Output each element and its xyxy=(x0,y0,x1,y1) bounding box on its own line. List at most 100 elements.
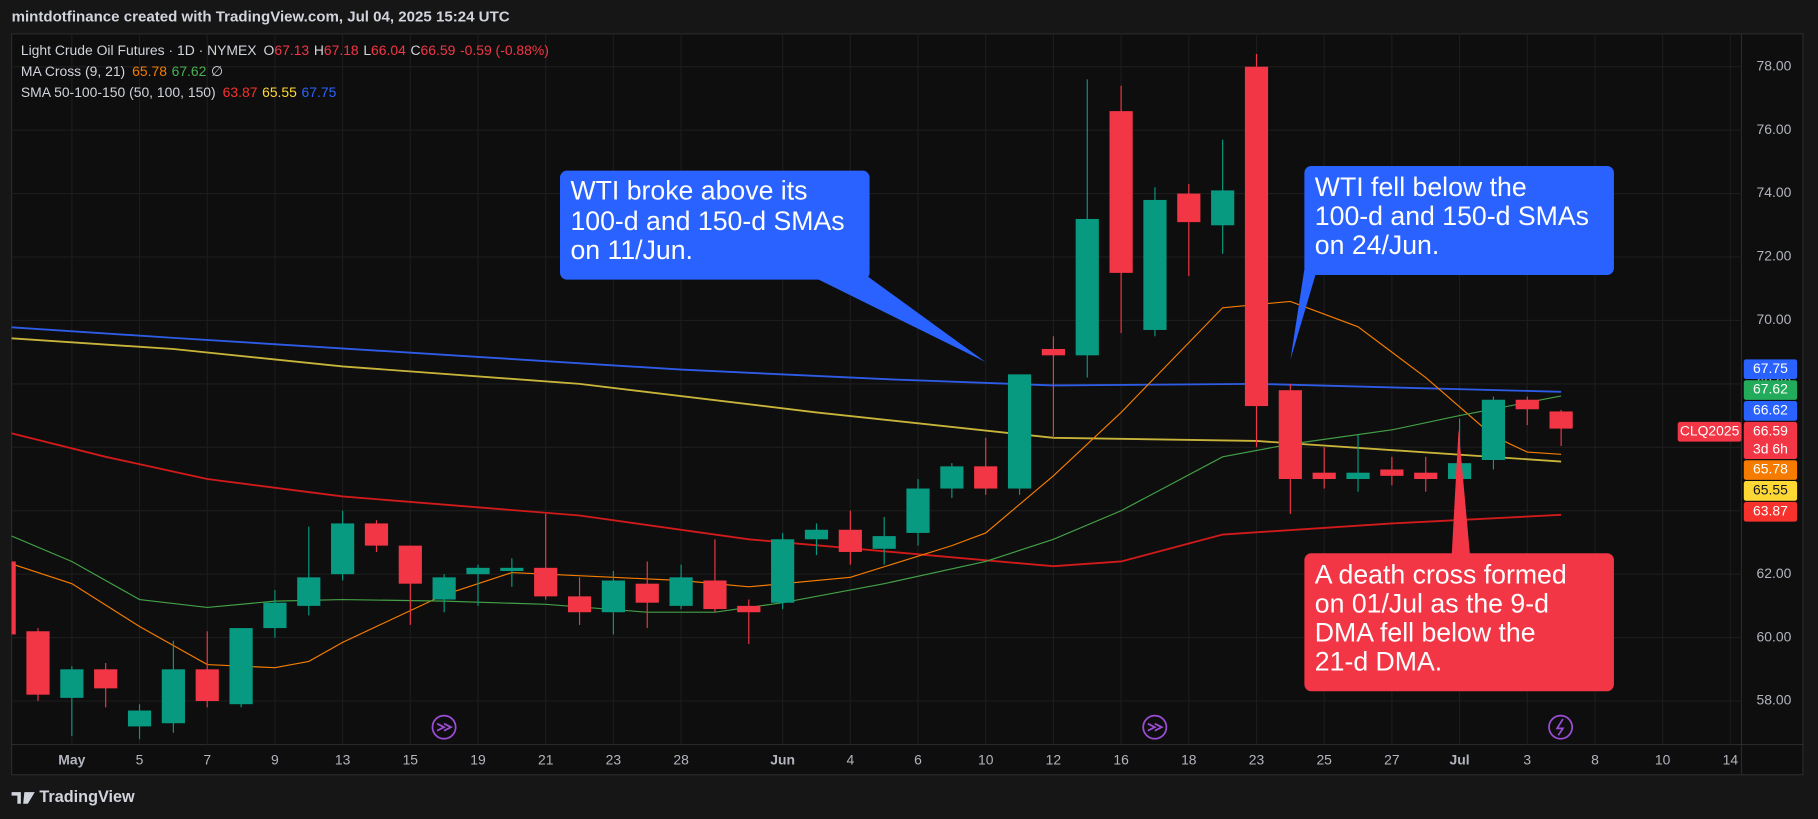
y-tick-label: 74.00 xyxy=(1757,184,1792,200)
candle-body xyxy=(398,545,422,584)
candle-body xyxy=(364,523,389,546)
legend-row: Light Crude Oil Futures · 1D · NYMEX O67.… xyxy=(21,42,549,58)
event-icon[interactable] xyxy=(431,714,457,740)
price-label xyxy=(1743,460,1798,480)
candle-body xyxy=(771,539,795,603)
candle-body xyxy=(263,602,287,629)
candle-body xyxy=(331,523,355,575)
footer-text: TradingView xyxy=(39,788,135,806)
price-label-text: 65.55 xyxy=(1753,482,1788,498)
callout-box xyxy=(1304,166,1614,276)
x-tick-label: Jun xyxy=(770,751,795,767)
legend-item: 67.13 xyxy=(274,42,309,58)
candle-body xyxy=(94,669,118,689)
legend-item: 65.78 xyxy=(132,63,167,79)
candle-body xyxy=(127,710,152,727)
x-tick-label: 6 xyxy=(914,751,922,767)
callout: WTI broke above its 100-d and 150-d SMAs… xyxy=(560,170,986,362)
price-label xyxy=(1743,401,1798,421)
price-label-text: 65.78 xyxy=(1753,461,1788,477)
header: mintdotfinance created with TradingView.… xyxy=(12,9,510,26)
x-tick-label: 15 xyxy=(403,751,419,767)
price-label-text: 66.62 xyxy=(1753,402,1788,418)
candle-body xyxy=(872,536,896,549)
callout-text: on 01/Jul as the 9-d xyxy=(1315,588,1549,618)
x-tick-label: 12 xyxy=(1046,751,1062,767)
plot xyxy=(11,54,1573,740)
candle-body xyxy=(1143,199,1167,330)
legend-item: MA Cross (9, 21) xyxy=(21,63,125,79)
price-label xyxy=(1743,481,1798,501)
candle-body xyxy=(1312,472,1336,480)
candle-body xyxy=(1549,411,1573,429)
candle-body xyxy=(60,669,84,698)
x-tick-label: 7 xyxy=(203,751,211,767)
legend-item: C xyxy=(411,42,421,58)
symbol-tag xyxy=(1677,421,1742,442)
x-tick-label: 16 xyxy=(1113,751,1129,767)
ma-line xyxy=(11,326,1562,393)
event-icon[interactable] xyxy=(1548,714,1574,740)
callout-text: 100-d and 150-d SMAs xyxy=(570,206,844,236)
callout-text: A death cross formed xyxy=(1315,560,1567,590)
price-label xyxy=(1743,380,1798,400)
x-tick-label: 27 xyxy=(1384,751,1400,767)
candle-body xyxy=(1380,469,1404,476)
candle-body xyxy=(1109,111,1133,273)
x-tick-label: 3 xyxy=(1523,751,1531,767)
y-tick-label: 60.00 xyxy=(1757,628,1792,644)
callout-text: WTI broke above its xyxy=(570,176,807,206)
candle-body xyxy=(11,561,16,635)
x-tick-label: 28 xyxy=(673,751,689,767)
countdown: 3d 6h xyxy=(1753,440,1788,456)
candle-body xyxy=(1007,374,1032,489)
candle-body xyxy=(1481,399,1506,460)
x-tick-label: 13 xyxy=(335,751,351,767)
footer-logo: TradingView xyxy=(11,788,135,806)
candle-body xyxy=(601,580,625,613)
candle-body xyxy=(635,583,659,603)
price-label-text: 66.59 xyxy=(1753,422,1788,438)
x-tick-label: 10 xyxy=(978,751,994,767)
candle-body xyxy=(567,596,592,613)
candle-body xyxy=(940,466,964,489)
legend-item: 66.04 xyxy=(371,42,406,58)
legend-item: L xyxy=(363,42,371,58)
y-tick-label: 78.00 xyxy=(1757,57,1792,73)
candle-body xyxy=(974,466,998,489)
legend-item: SMA 50-100-150 (50, 100, 150) xyxy=(21,84,216,100)
legend-item: 67.18 xyxy=(324,42,359,58)
ma-line xyxy=(11,432,1562,568)
price-label xyxy=(1743,501,1798,522)
candle-body xyxy=(1278,390,1302,480)
candle-body xyxy=(1075,218,1099,356)
x-tick-label: 25 xyxy=(1316,751,1332,767)
candle-body xyxy=(1211,190,1235,226)
callout: A death cross formed on 01/Jul as the 9-… xyxy=(1304,429,1614,692)
x-tick-label: Jul xyxy=(1450,751,1470,767)
callout-box xyxy=(560,170,870,280)
legend-item: ∅ xyxy=(211,63,223,79)
legend-row: SMA 50-100-150 (50, 100, 150) 63.87 65.55 6… xyxy=(21,84,337,100)
candle-body xyxy=(1414,472,1438,480)
callout: WTI fell below the 100-d and 150-d SMAs … xyxy=(1290,166,1614,360)
y-tick-label: 76.00 xyxy=(1757,121,1792,137)
candle-body xyxy=(161,669,185,724)
candle-body xyxy=(534,567,558,597)
candle-body xyxy=(195,669,219,702)
price-label-text: 63.87 xyxy=(1753,502,1788,518)
legend-item: -0.59 (-0.88%) xyxy=(460,42,549,58)
x-tick-label: 23 xyxy=(606,751,622,767)
candle-body xyxy=(1177,193,1201,223)
legend-item: O xyxy=(264,42,275,58)
candle-body xyxy=(466,567,490,575)
event-icon[interactable] xyxy=(1142,714,1168,740)
legend-item: 65.55 xyxy=(262,84,297,100)
x-tick-label: 10 xyxy=(1655,751,1671,767)
y-tick-label: 70.00 xyxy=(1757,311,1792,327)
y-tick-label: 72.00 xyxy=(1757,248,1792,264)
legend-item: Light Crude Oil Futures · 1D · NYMEX xyxy=(21,42,257,58)
callout-text: 100-d and 150-d SMAs xyxy=(1315,201,1589,231)
x-tick-label: 4 xyxy=(846,751,854,767)
